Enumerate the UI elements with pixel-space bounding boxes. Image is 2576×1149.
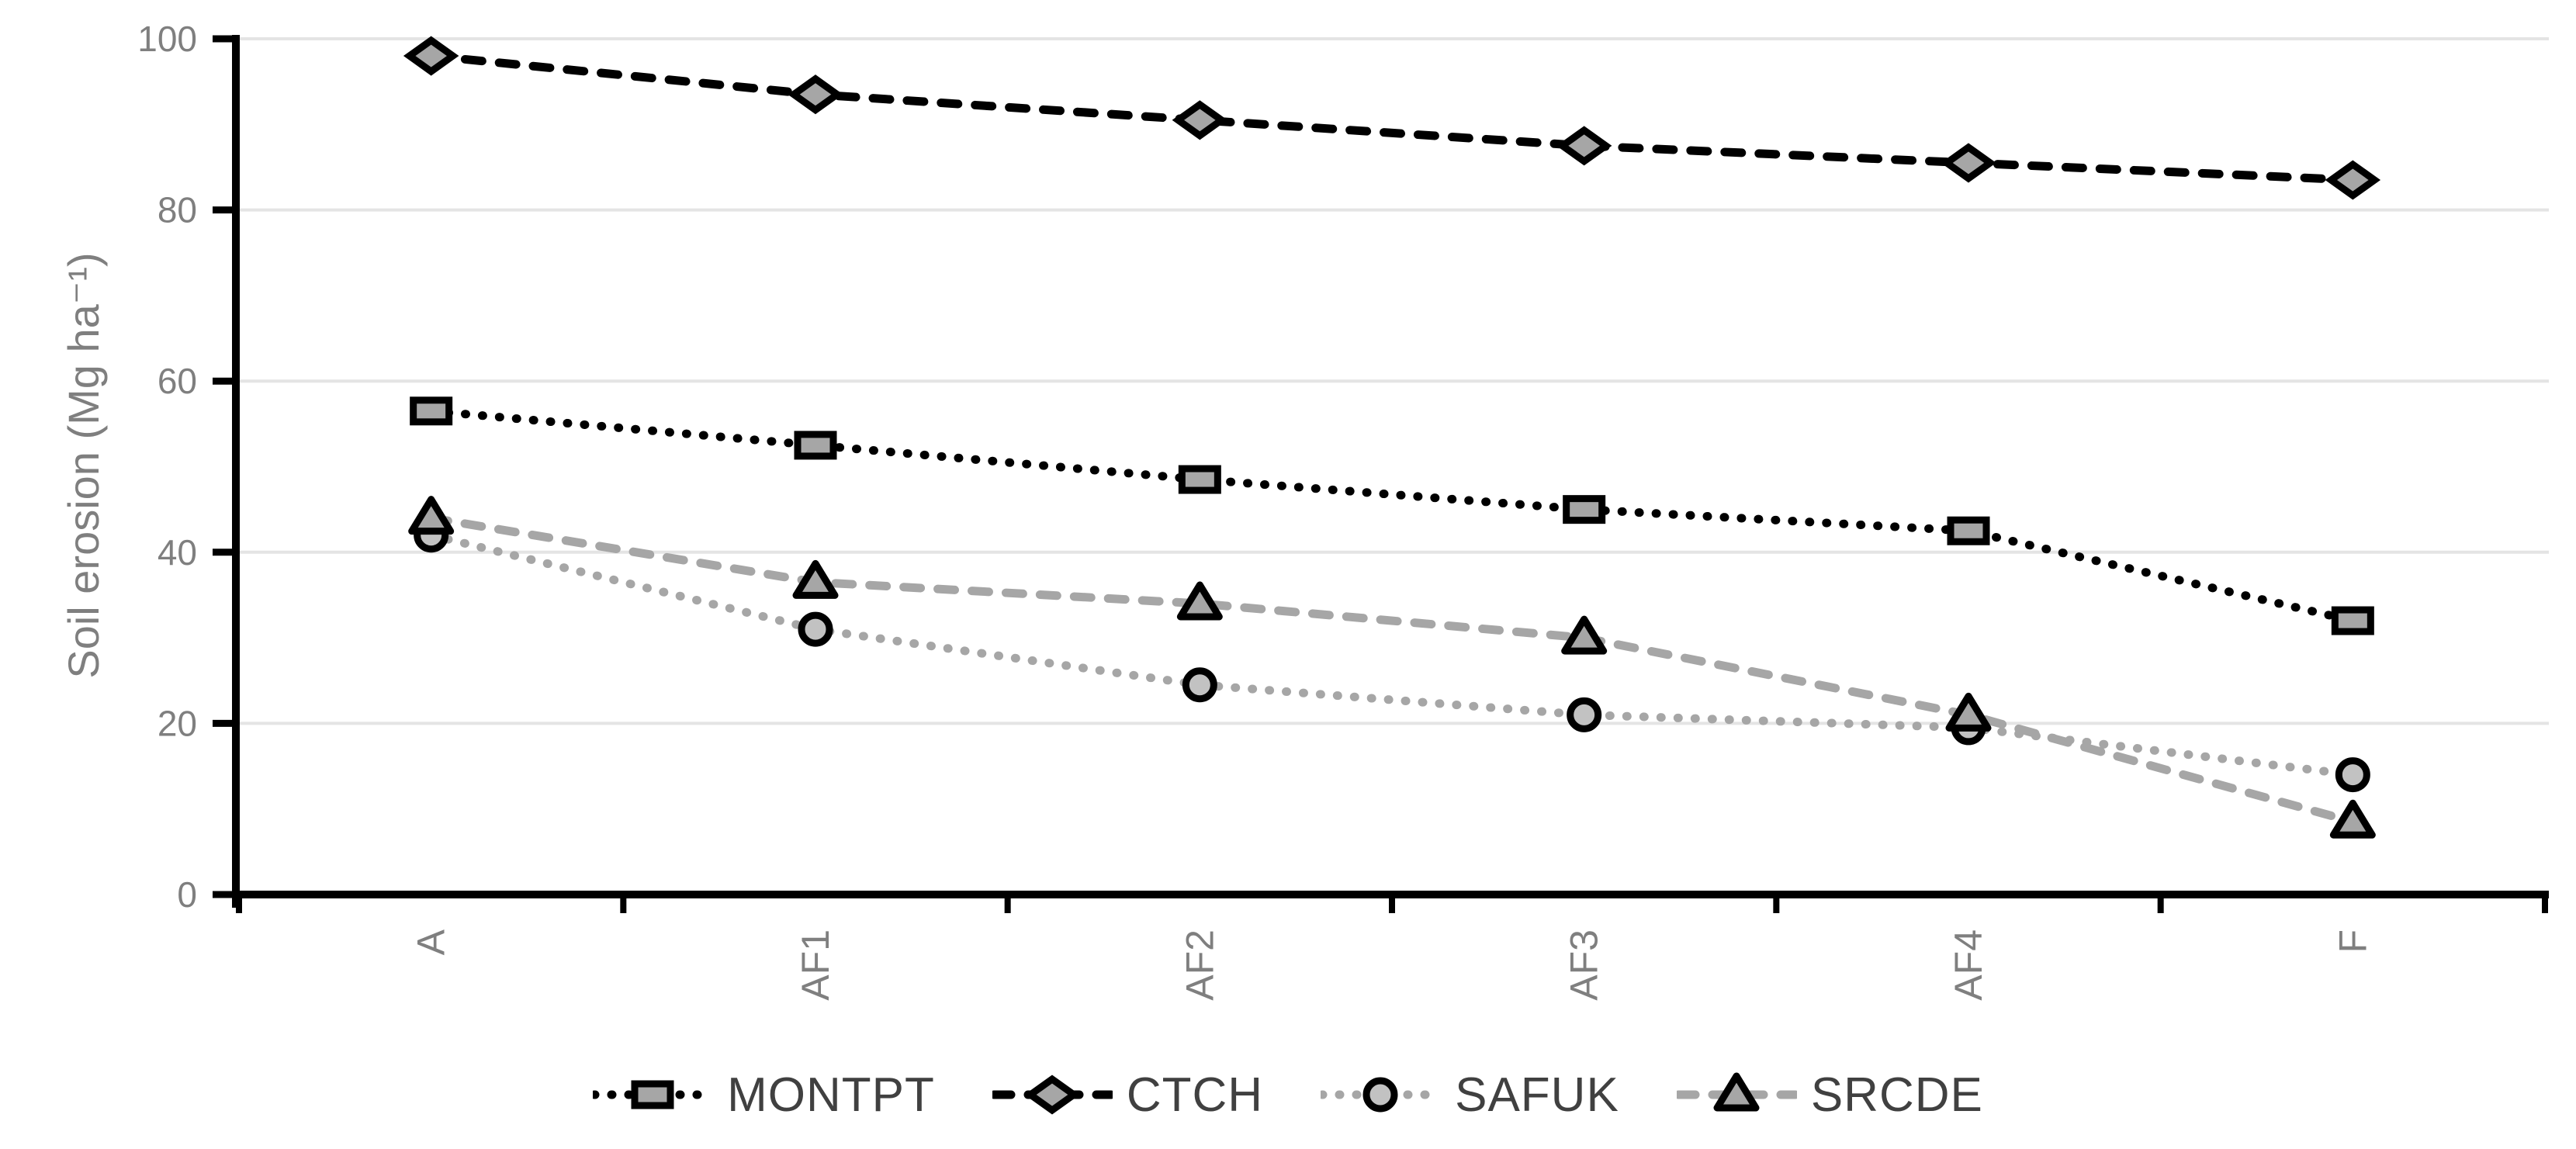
legend: MONTPT CTCH SAFUK SRCDE xyxy=(0,1060,2576,1130)
ctch-line-sample-icon xyxy=(992,1075,1113,1115)
series-line-srcde xyxy=(427,514,2357,826)
montpt-line-sample-icon xyxy=(593,1080,714,1109)
svg-text:AF2: AF2 xyxy=(1178,929,1221,1001)
series-line-montpt xyxy=(427,407,2357,625)
series-markers-srcde xyxy=(408,496,2376,839)
x-category-labels: A AF1 AF2 AF3 AF4 F xyxy=(410,929,2375,1000)
series-markers-ctch xyxy=(403,36,2381,200)
legend-item-ctch: CTCH xyxy=(992,1068,1263,1123)
legend-item-safuk: SAFUK xyxy=(1321,1068,1619,1123)
legend-label-safuk: SAFUK xyxy=(1455,1068,1619,1122)
svg-text:F: F xyxy=(2331,929,2374,953)
series-line-ctch xyxy=(427,51,2357,185)
svg-text:80: 80 xyxy=(158,190,197,230)
svg-text:100: 100 xyxy=(137,19,197,59)
legend-item-montpt: MONTPT xyxy=(593,1068,935,1123)
svg-text:20: 20 xyxy=(158,703,197,743)
legend-item-srcde: SRCDE xyxy=(1676,1068,1983,1123)
svg-text:40: 40 xyxy=(158,532,197,573)
gridlines xyxy=(239,37,2549,725)
safuk-line-sample-icon xyxy=(1321,1077,1442,1113)
svg-text:AF4: AF4 xyxy=(1947,929,1990,1001)
legend-label-montpt: MONTPT xyxy=(727,1068,935,1122)
svg-text:0: 0 xyxy=(177,874,197,915)
svg-text:60: 60 xyxy=(158,361,197,401)
axes xyxy=(213,35,2549,913)
legend-label-ctch: CTCH xyxy=(1126,1068,1264,1122)
svg-text:AF3: AF3 xyxy=(1563,929,1606,1001)
y-tick-labels: 0 20 40 60 80 100 xyxy=(137,19,197,915)
svg-text:A: A xyxy=(410,929,453,955)
legend-label-srcde: SRCDE xyxy=(1810,1068,1983,1122)
srcde-line-sample-icon xyxy=(1676,1072,1797,1112)
svg-text:AF1: AF1 xyxy=(794,929,837,1001)
series-markers-montpt xyxy=(410,396,2374,635)
